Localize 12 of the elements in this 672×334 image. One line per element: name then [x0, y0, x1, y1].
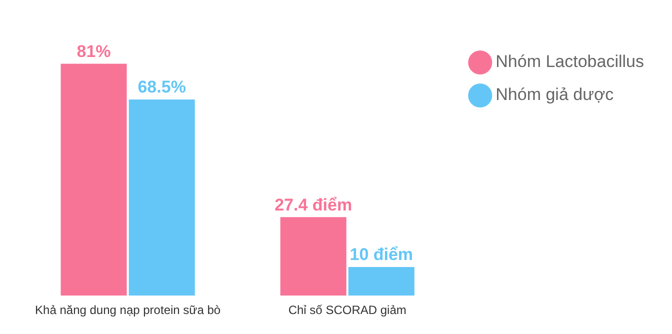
legend-label: Nhóm Lactobacillus [496, 52, 644, 72]
bar [348, 266, 414, 296]
legend-label: Nhóm giả dược [496, 85, 614, 104]
data-label: 27.4 điểm [274, 195, 352, 214]
bar [128, 100, 195, 296]
bar [60, 64, 127, 296]
x-tick-label: Chỉ số SCORAD giảm [288, 303, 406, 318]
data-label: 10 điểm [350, 245, 414, 264]
data-label: 68.5% [138, 78, 186, 97]
data-label: 81% [76, 42, 111, 61]
bar [280, 217, 346, 296]
x-tick-label: Khả năng dung nạp protein sữa bò [35, 303, 221, 318]
